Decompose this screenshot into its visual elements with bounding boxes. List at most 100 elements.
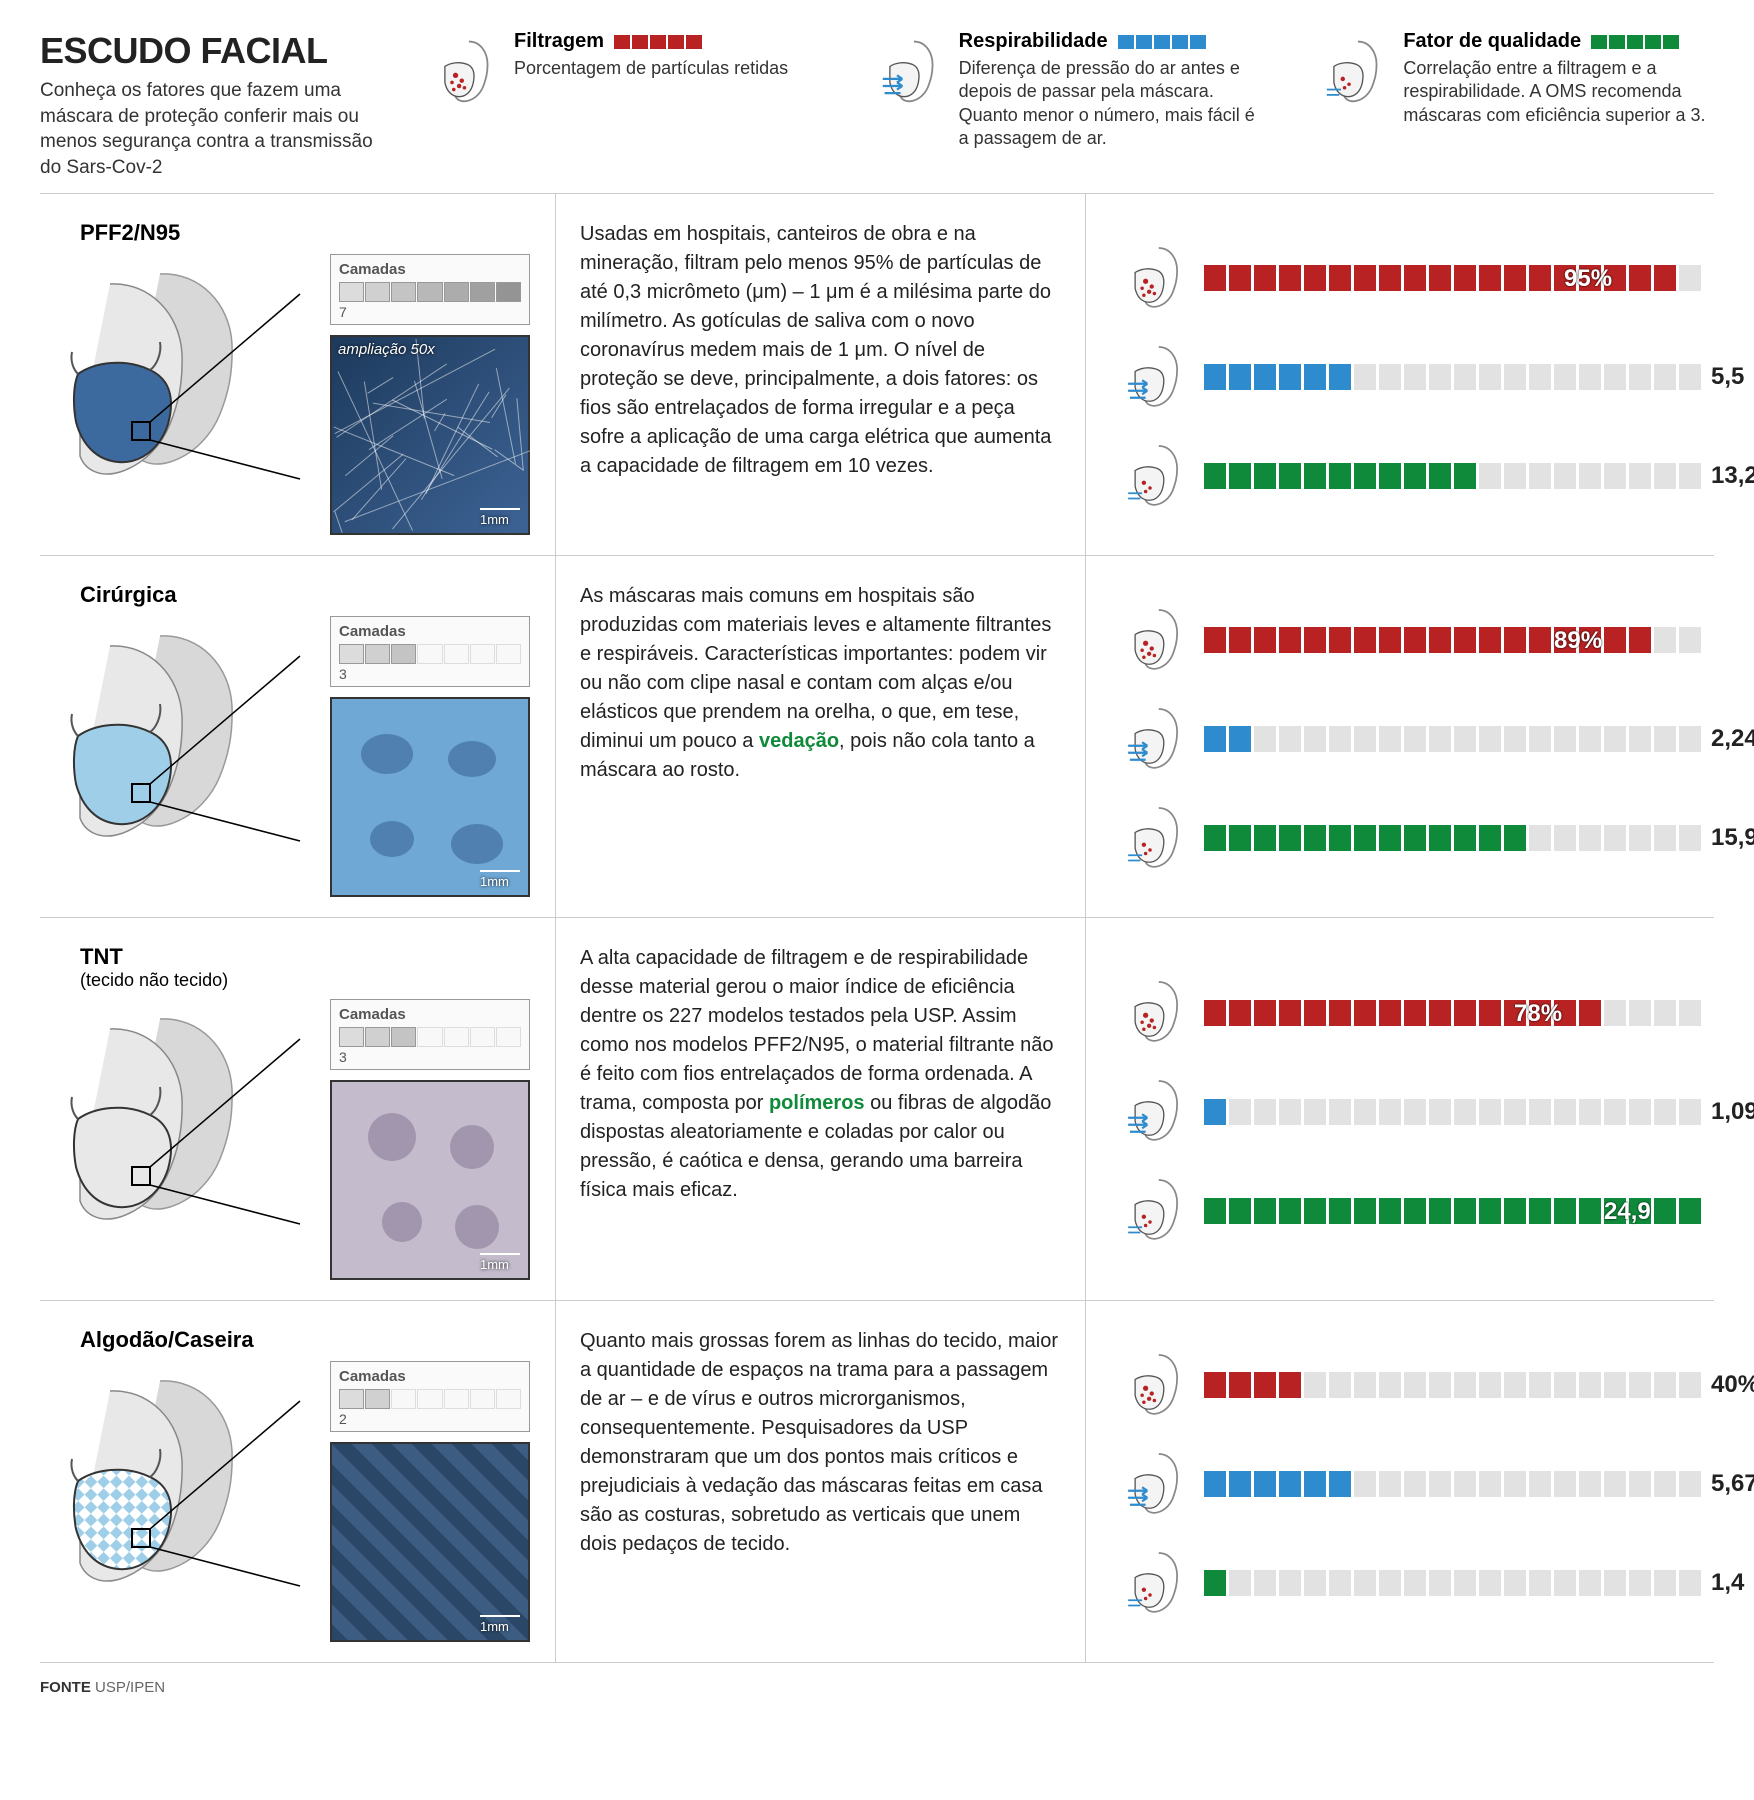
- camadas-box: Camadas 7: [330, 254, 530, 325]
- mask-description: Usadas em hospitais, canteiros de obra e…: [556, 194, 1086, 555]
- stat-filter-icon: [1110, 1348, 1190, 1423]
- footer-value: USP/IPEN: [95, 1679, 165, 1696]
- camadas-count: 7: [339, 304, 521, 320]
- mask-illustration: [40, 254, 330, 489]
- stat-breath-icon: [1110, 1074, 1190, 1149]
- camadas-count: 3: [339, 666, 521, 682]
- camadas-label: Camadas: [339, 261, 521, 278]
- mask-description: A alta capacidade de filtragem e de resp…: [556, 918, 1086, 1300]
- stat-breath: 2,24: [1110, 702, 1754, 777]
- mask-visual-col: TNT (tecido não tecido) Camadas 3: [40, 918, 556, 1300]
- stat-quality-icon: [1110, 1173, 1190, 1248]
- legend-group: Filtragem Porcentagem de partículas reti…: [420, 30, 1714, 181]
- stat-breath: 5,67: [1110, 1447, 1754, 1522]
- mask-name: Algodão/Caseira: [40, 1327, 535, 1353]
- stat-breath-bar: [1204, 1471, 1701, 1497]
- stat-filter: 78%: [1110, 975, 1754, 1050]
- stat-quality-bar: 24,9: [1204, 1198, 1701, 1224]
- legend-quality: Fator de qualidade Correlação entre a fi…: [1309, 30, 1714, 181]
- mask-subname: (tecido não tecido): [40, 970, 535, 991]
- stat-quality: 13,2: [1110, 439, 1754, 514]
- stat-breath-bar: [1204, 364, 1701, 390]
- mask-visual-col: PFF2/N95 Camadas 7: [40, 194, 556, 555]
- stat-filter-bar: 89%: [1204, 627, 1701, 653]
- camadas-count: 2: [339, 1411, 521, 1427]
- legend-breath-icon: [865, 30, 945, 181]
- mask-visual-col: Cirúrgica Camadas 3: [40, 556, 556, 917]
- legend-filter-desc: Porcentagem de partículas retidas: [514, 57, 825, 80]
- stat-breath-icon: [1110, 1447, 1190, 1522]
- micro-amp-label: ampliação 50x: [338, 341, 435, 358]
- mask-row-3: Algodão/Caseira Camadas 2: [40, 1301, 1714, 1663]
- stat-filter: 89%: [1110, 603, 1754, 678]
- stat-breath: 5,5: [1110, 340, 1754, 415]
- mask-illustration: [40, 999, 330, 1234]
- micro-scale-label: 1mm: [480, 870, 520, 889]
- stat-filter-bar: 78%: [1204, 1000, 1701, 1026]
- camadas-label: Camadas: [339, 1006, 521, 1023]
- stat-filter-bar: [1204, 1372, 1701, 1398]
- camadas-label: Camadas: [339, 1368, 521, 1385]
- stat-filter: 40%: [1110, 1348, 1754, 1423]
- mask-name: Cirúrgica: [40, 582, 535, 608]
- microscopy-image: ampliação 50x 1mm: [330, 335, 530, 535]
- mask-row-2: TNT (tecido não tecido) Camadas 3: [40, 918, 1714, 1301]
- microscopy-image: 1mm: [330, 1080, 530, 1280]
- legend-breath-title: Respirabilidade: [959, 30, 1108, 53]
- legend-filter-icon: [420, 30, 500, 181]
- legend-filter: Filtragem Porcentagem de partículas reti…: [420, 30, 825, 181]
- legend-quality-title: Fator de qualidade: [1403, 30, 1581, 53]
- legend-quality-icon: [1309, 30, 1389, 181]
- microscopy-image: 1mm: [330, 697, 530, 897]
- legend-quality-desc: Correlação entre a filtragem e a respira…: [1403, 57, 1714, 127]
- footer-label: FONTE: [40, 1679, 91, 1696]
- stat-quality: 15,9: [1110, 801, 1754, 876]
- mask-stats: 89% 2,24: [1086, 556, 1754, 917]
- stat-filter-bar: 95%: [1204, 265, 1701, 291]
- stat-filter-icon: [1110, 603, 1190, 678]
- stat-quality-icon: [1110, 1546, 1190, 1621]
- stat-breath-bar: [1204, 726, 1701, 752]
- stat-quality: 1,4: [1110, 1546, 1754, 1621]
- main-title: ESCUDO FACIAL: [40, 30, 380, 72]
- legend-breath: Respirabilidade Diferença de pressão do …: [865, 30, 1270, 181]
- stat-quality-bar: [1204, 1570, 1701, 1596]
- main-subtitle: Conheça os fatores que fazem uma máscara…: [40, 78, 380, 181]
- stat-quality: 24,9: [1110, 1173, 1754, 1248]
- mask-stats: 95% 5,5: [1086, 194, 1754, 555]
- microscopy-image: 1mm: [330, 1442, 530, 1642]
- micro-scale-label: 1mm: [480, 508, 520, 527]
- stat-filter: 95%: [1110, 241, 1754, 316]
- camadas-count: 3: [339, 1049, 521, 1065]
- stat-breath-icon: [1110, 340, 1190, 415]
- header-block: ESCUDO FACIAL Conheça os fatores que faz…: [40, 30, 1714, 194]
- mask-name: PFF2/N95: [40, 220, 535, 246]
- mask-row-0: PFF2/N95 Camadas 7: [40, 194, 1714, 556]
- stat-breath-icon: [1110, 702, 1190, 777]
- mask-row-1: Cirúrgica Camadas 3: [40, 556, 1714, 918]
- stat-quality-icon: [1110, 439, 1190, 514]
- mask-rows-container: PFF2/N95 Camadas 7: [40, 194, 1714, 1663]
- legend-breath-desc: Diferença de pressão do ar antes e depoi…: [959, 57, 1270, 151]
- mask-description: Quanto mais grossas forem as linhas do t…: [556, 1301, 1086, 1662]
- mask-visual-col: Algodão/Caseira Camadas 2: [40, 1301, 556, 1662]
- camadas-box: Camadas 3: [330, 616, 530, 687]
- stat-filter-icon: [1110, 975, 1190, 1050]
- legend-filter-title: Filtragem: [514, 30, 604, 53]
- mask-name: TNT: [40, 944, 535, 970]
- stat-breath: 1,09: [1110, 1074, 1754, 1149]
- legend-quality-blocks: [1591, 35, 1679, 49]
- stat-quality-icon: [1110, 801, 1190, 876]
- mask-stats: 40% 5,67 1: [1086, 1301, 1754, 1662]
- camadas-box: Camadas 2: [330, 1361, 530, 1432]
- mask-description: As máscaras mais comuns em hospitais são…: [556, 556, 1086, 917]
- mask-illustration: [40, 616, 330, 851]
- legend-filter-blocks: [614, 35, 702, 49]
- source-footer: FONTE USP/IPEN: [40, 1679, 1714, 1696]
- legend-breath-blocks: [1118, 35, 1206, 49]
- camadas-box: Camadas 3: [330, 999, 530, 1070]
- mask-illustration: [40, 1361, 330, 1596]
- title-block: ESCUDO FACIAL Conheça os fatores que faz…: [40, 30, 380, 181]
- mask-stats: 78% 1,09 2: [1086, 918, 1754, 1300]
- stat-breath-bar: [1204, 1099, 1701, 1125]
